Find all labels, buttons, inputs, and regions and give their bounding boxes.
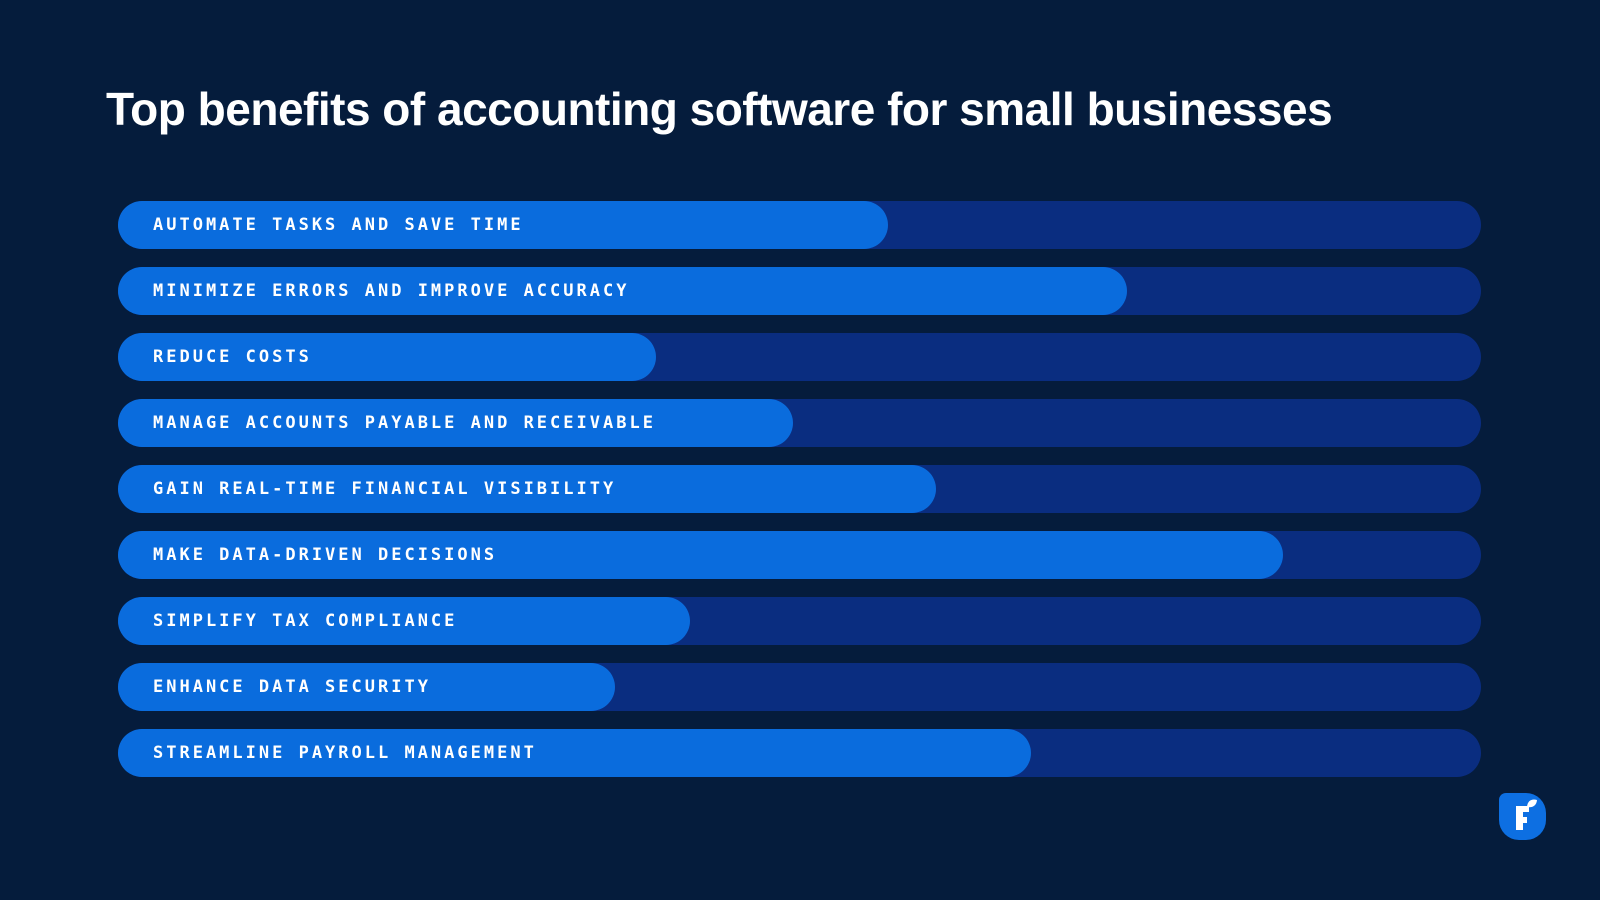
benefits-bar-chart: AUTOMATE TASKS AND SAVE TIME MINIMIZE ERR…	[118, 201, 1481, 795]
bar-label: MANAGE ACCOUNTS PAYABLE AND RECEIVABLE	[153, 413, 656, 433]
benefit-bar-row: GAIN REAL-TIME FINANCIAL VISIBILITY	[118, 465, 1481, 513]
benefit-bar-row: REDUCE COSTS	[118, 333, 1481, 381]
benefit-bar-row: AUTOMATE TASKS AND SAVE TIME	[118, 201, 1481, 249]
benefit-bar-row: MAKE DATA-DRIVEN DECISIONS	[118, 531, 1481, 579]
bar-label: REDUCE COSTS	[153, 347, 312, 367]
bar-label: AUTOMATE TASKS AND SAVE TIME	[153, 215, 524, 235]
bar-track: REDUCE COSTS	[118, 333, 1481, 381]
benefit-bar-row: MANAGE ACCOUNTS PAYABLE AND RECEIVABLE	[118, 399, 1481, 447]
bar-fill: STREAMLINE PAYROLL MANAGEMENT	[118, 729, 1032, 777]
bar-track: STREAMLINE PAYROLL MANAGEMENT	[118, 729, 1481, 777]
bar-track: ENHANCE DATA SECURITY	[118, 663, 1481, 711]
bar-label: GAIN REAL-TIME FINANCIAL VISIBILITY	[153, 479, 617, 499]
bar-track: GAIN REAL-TIME FINANCIAL VISIBILITY	[118, 465, 1481, 513]
f-leaf-icon	[1516, 799, 1537, 830]
bar-fill: GAIN REAL-TIME FINANCIAL VISIBILITY	[118, 465, 936, 513]
bar-fill: SIMPLIFY TAX COMPLIANCE	[118, 597, 691, 645]
bar-track: SIMPLIFY TAX COMPLIANCE	[118, 597, 1481, 645]
bar-track: MAKE DATA-DRIVEN DECISIONS	[118, 531, 1481, 579]
bar-fill: MINIMIZE ERRORS AND IMPROVE ACCURACY	[118, 267, 1127, 315]
bar-label: STREAMLINE PAYROLL MANAGEMENT	[153, 743, 537, 763]
benefit-bar-row: ENHANCE DATA SECURITY	[118, 663, 1481, 711]
page-title: Top benefits of accounting software for …	[106, 83, 1333, 135]
bar-track: MANAGE ACCOUNTS PAYABLE AND RECEIVABLE	[118, 399, 1481, 447]
bar-label: MINIMIZE ERRORS AND IMPROVE ACCURACY	[153, 281, 630, 301]
bar-label: ENHANCE DATA SECURITY	[153, 677, 431, 697]
bar-fill: AUTOMATE TASKS AND SAVE TIME	[118, 201, 889, 249]
bar-track: MINIMIZE ERRORS AND IMPROVE ACCURACY	[118, 267, 1481, 315]
bar-fill: REDUCE COSTS	[118, 333, 657, 381]
freshbooks-logo	[1499, 793, 1546, 840]
bar-track: AUTOMATE TASKS AND SAVE TIME	[118, 201, 1481, 249]
benefit-bar-row: SIMPLIFY TAX COMPLIANCE	[118, 597, 1481, 645]
bar-label: MAKE DATA-DRIVEN DECISIONS	[153, 545, 498, 565]
bar-label: SIMPLIFY TAX COMPLIANCE	[153, 611, 458, 631]
bar-fill: MANAGE ACCOUNTS PAYABLE AND RECEIVABLE	[118, 399, 793, 447]
benefit-bar-row: MINIMIZE ERRORS AND IMPROVE ACCURACY	[118, 267, 1481, 315]
benefit-bar-row: STREAMLINE PAYROLL MANAGEMENT	[118, 729, 1481, 777]
bar-fill: MAKE DATA-DRIVEN DECISIONS	[118, 531, 1284, 579]
bar-fill: ENHANCE DATA SECURITY	[118, 663, 616, 711]
